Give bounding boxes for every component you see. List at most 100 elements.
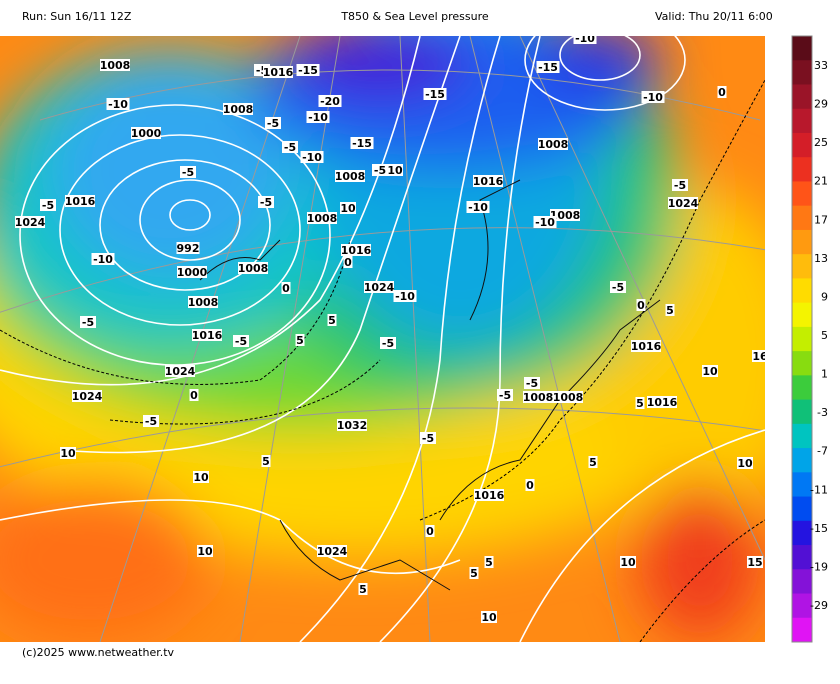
- contour-label-text: 1000: [177, 266, 208, 279]
- contour-label-bg: [737, 457, 753, 469]
- contour-label: 1008: [553, 391, 583, 404]
- contour-label: 0: [189, 389, 199, 402]
- contour-label-text: 1008: [307, 212, 338, 225]
- contour-label-bg: [620, 556, 636, 568]
- colorbar-band: [792, 520, 812, 546]
- colorbar-band: [792, 375, 812, 401]
- colorbar-band: [792, 84, 812, 110]
- contour-label-bg: [337, 419, 367, 431]
- contour-label: -5: [610, 281, 626, 294]
- colorbar-tick-label: -15: [810, 522, 828, 535]
- contour-label-bg: [281, 282, 291, 294]
- contour-label: 1008: [188, 296, 218, 309]
- contour-label-text: 0: [190, 389, 198, 402]
- contour-label: 1008: [523, 391, 553, 404]
- contour-label: 1016: [65, 195, 96, 208]
- contour-label: 15: [747, 556, 763, 569]
- contour-label-text: -10: [643, 91, 663, 104]
- contour-label-text: -10: [395, 290, 415, 303]
- contour-label-bg: [327, 314, 337, 326]
- contour-label-text: 1032: [337, 419, 368, 432]
- contour-label: -5: [180, 166, 196, 179]
- colorbar-tick-label: 9: [821, 290, 828, 303]
- contour-label: 1016: [263, 66, 294, 79]
- colorbar-tick-label: 25: [814, 136, 828, 149]
- contour-label-bg: [306, 111, 330, 123]
- contour-label-bg: [610, 281, 626, 293]
- contour-label-bg: [307, 212, 337, 224]
- contour-label-text: 10: [481, 611, 497, 624]
- contour-label-text: 1008: [238, 262, 269, 275]
- colorbar-band: [792, 423, 812, 449]
- contour-label-text: 0: [718, 86, 726, 99]
- contour-label-bg: [473, 175, 503, 187]
- contour-label-text: -10: [468, 201, 488, 214]
- contour-label-bg: [423, 88, 447, 100]
- contour-label: -10: [306, 111, 330, 124]
- contour-label: -5: [80, 316, 96, 329]
- contour-label-bg: [15, 216, 45, 228]
- contour-label-text: -5: [82, 316, 94, 329]
- contour-label: -10: [641, 91, 665, 104]
- contour-label-text: -5: [284, 141, 296, 154]
- contour-label-bg: [296, 64, 320, 76]
- contour-label-text: -5: [42, 199, 54, 212]
- contour-label-bg: [258, 196, 274, 208]
- contour-label-bg: [180, 166, 196, 178]
- contour-label-bg: [717, 86, 727, 98]
- contour-label-bg: [65, 195, 95, 207]
- contour-label: -10: [393, 290, 417, 303]
- contour-label-text: 5: [296, 334, 304, 347]
- contour-label: 5: [295, 334, 305, 347]
- contour-label: 1000: [131, 127, 162, 140]
- contour-label: -10: [91, 253, 115, 266]
- contour-label: -10: [300, 151, 324, 164]
- contour-label-text: -15: [298, 64, 318, 77]
- contour-label-text: 1008: [538, 138, 569, 151]
- contour-label-text: -5: [499, 389, 511, 402]
- contour-label-text: 1016: [263, 66, 294, 79]
- colorbar-band: [792, 617, 812, 643]
- colorbar-tick-label: 17: [814, 213, 828, 226]
- contour-label: -5: [265, 117, 281, 130]
- colorbar-band: [792, 545, 812, 570]
- contour-label: 5: [327, 314, 337, 327]
- contour-label-text: 1024: [317, 545, 348, 558]
- contour-label-bg: [702, 365, 718, 377]
- contour-label-bg: [263, 66, 293, 78]
- contour-label: 10: [620, 556, 636, 569]
- contour-label-bg: [641, 91, 665, 103]
- contour-label-bg: [261, 455, 271, 467]
- contour-label: 1008: [550, 209, 581, 222]
- contour-label: 0: [717, 86, 727, 99]
- contour-label-bg: [188, 296, 218, 308]
- contour-label-bg: [469, 567, 479, 579]
- contour-label: 1016: [192, 329, 223, 342]
- contour-label-text: -10: [93, 253, 113, 266]
- contour-label: -5: [143, 415, 159, 428]
- colorbar-band: [792, 229, 812, 255]
- colorbar-tick-label: -19: [810, 560, 828, 573]
- contour-label-text: -5: [145, 415, 157, 428]
- contour-label-text: -20: [320, 95, 340, 108]
- contour-label-text: -5: [422, 432, 434, 445]
- contour-label-text: 5: [359, 583, 367, 596]
- colorbar-frame: [791, 35, 813, 643]
- contour-label-text: 1024: [15, 216, 46, 229]
- contour-label: 1000: [177, 266, 208, 279]
- contour-label-bg: [106, 98, 130, 110]
- contour-label-text: -5: [674, 179, 686, 192]
- map-title: T850 & Sea Level pressure: [340, 10, 489, 23]
- contour-label: 5: [588, 456, 598, 469]
- colorbar-tick-label: -29: [810, 599, 828, 612]
- contour-label-bg: [387, 164, 403, 176]
- contour-label: 1008: [538, 138, 569, 151]
- contour-label: -5: [524, 377, 540, 390]
- colorbar-band: [792, 496, 812, 522]
- contour-label-bg: [665, 304, 675, 316]
- contour-label-text: 1008: [550, 209, 581, 222]
- contour-label-bg: [533, 216, 557, 228]
- contour-label: -5: [233, 335, 249, 348]
- colorbar-band: [792, 181, 812, 207]
- contour-label-bg: [165, 365, 195, 377]
